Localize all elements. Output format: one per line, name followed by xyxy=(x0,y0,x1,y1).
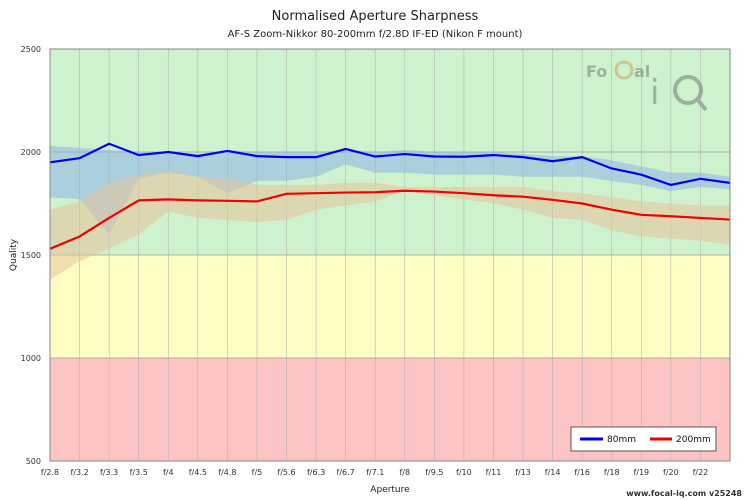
x-tick-label: f/5 xyxy=(252,468,263,477)
x-tick-label: f/8 xyxy=(399,468,410,477)
x-tick-label: f/6.3 xyxy=(307,468,325,477)
legend-label-200mm: 200mm xyxy=(676,435,711,445)
x-tick-label: f/20 xyxy=(663,468,679,477)
y-tick-label: 500 xyxy=(26,457,41,466)
x-tick-label: f/3.3 xyxy=(100,468,118,477)
x-tick-label: f/18 xyxy=(604,468,620,477)
x-tick-labels: f/2.8 f/3.2 f/3.3 f/3.5 f/4 f/4.5 f/4.8 f/5 f/5.… xyxy=(41,468,708,477)
x-tick-label: f/4.5 xyxy=(189,468,207,477)
focal-iq-logo: Fo al i xyxy=(586,60,708,113)
footer-watermark: www.focal-iq.com v25248 xyxy=(626,489,742,498)
x-tick-label: f/7.1 xyxy=(366,468,384,477)
svg-text:al: al xyxy=(634,62,650,81)
x-tick-label: f/11 xyxy=(486,468,502,477)
x-tick-label: f/14 xyxy=(545,468,561,477)
chart-title: Normalised Aperture Sharpness xyxy=(272,9,479,24)
series-lines xyxy=(49,142,731,250)
plot-frame xyxy=(49,48,731,462)
x-tick-label: f/4 xyxy=(163,468,174,477)
band-80mm xyxy=(50,145,730,235)
x-tick-label: f/10 xyxy=(456,468,472,477)
y-tick-label: 2500 xyxy=(21,45,41,54)
zone-average xyxy=(50,255,730,358)
grid-lines xyxy=(50,48,730,462)
x-tick-label: f/16 xyxy=(574,468,590,477)
x-tick-label: f/3.2 xyxy=(70,468,88,477)
svg-text:i: i xyxy=(650,73,659,113)
y-tick-label: 2000 xyxy=(21,148,41,157)
series-line-200mm xyxy=(49,189,731,250)
x-tick-label: f/13 xyxy=(515,468,531,477)
x-tick-label: f/5.6 xyxy=(277,468,295,477)
x-tick-label: f/19 xyxy=(633,468,649,477)
x-tick-label: f/2.8 xyxy=(41,468,59,477)
legend: 80mm 200mm xyxy=(570,426,717,452)
y-axis-label: Quality xyxy=(9,238,19,271)
chart-subtitle: AF-S Zoom-Nikkor 80-200mm f/2.8D IF-ED (… xyxy=(228,29,523,40)
svg-text:Fo: Fo xyxy=(586,62,607,81)
y-tick-label: 1500 xyxy=(21,251,41,260)
x-tick-label: f/22 xyxy=(693,468,709,477)
y-tick-labels: 500 1000 1500 2000 2500 xyxy=(21,45,41,466)
series-line-80mm xyxy=(49,142,731,187)
x-tick-label: f/6.7 xyxy=(337,468,355,477)
x-tick-label: f/3.5 xyxy=(130,468,148,477)
legend-label-80mm: 80mm xyxy=(607,435,636,445)
x-tick-label: f/9.5 xyxy=(425,468,443,477)
y-tick-label: 1000 xyxy=(21,354,41,363)
variance-bands xyxy=(50,145,730,280)
x-tick-label: f/4.8 xyxy=(218,468,236,477)
x-axis-label: Aperture xyxy=(370,485,410,495)
band-200mm xyxy=(50,170,730,280)
